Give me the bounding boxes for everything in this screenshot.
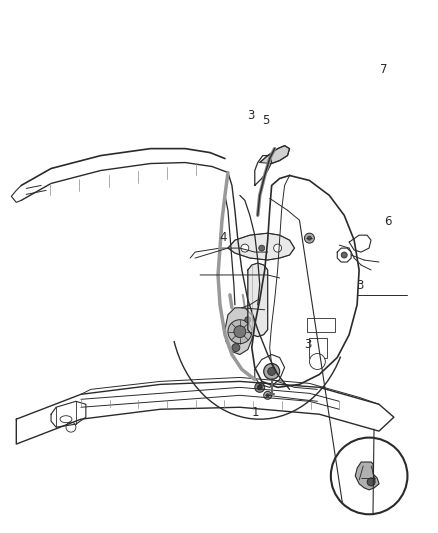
Polygon shape <box>248 263 268 337</box>
Circle shape <box>331 438 407 514</box>
Circle shape <box>307 236 311 240</box>
Circle shape <box>232 344 240 352</box>
Circle shape <box>341 252 347 258</box>
Text: 5: 5 <box>262 114 270 127</box>
Text: 1: 1 <box>252 406 259 419</box>
Text: 3: 3 <box>247 109 254 122</box>
Ellipse shape <box>60 416 72 423</box>
Circle shape <box>367 478 375 486</box>
Text: 4: 4 <box>219 231 226 244</box>
Circle shape <box>234 326 246 337</box>
Bar <box>307 318 335 332</box>
Circle shape <box>241 244 249 252</box>
Circle shape <box>268 367 276 375</box>
Polygon shape <box>228 233 294 260</box>
Circle shape <box>228 320 252 344</box>
Text: 7: 7 <box>380 63 388 76</box>
Polygon shape <box>260 146 290 164</box>
Polygon shape <box>225 308 255 354</box>
Bar <box>309 337 327 358</box>
Circle shape <box>304 233 314 243</box>
Text: 3: 3 <box>304 338 311 351</box>
Circle shape <box>274 244 282 252</box>
Circle shape <box>264 391 272 399</box>
Circle shape <box>257 385 262 390</box>
Circle shape <box>259 245 265 251</box>
Polygon shape <box>355 462 379 490</box>
Circle shape <box>266 394 269 397</box>
Circle shape <box>264 364 279 379</box>
Circle shape <box>255 382 265 392</box>
Circle shape <box>309 353 325 369</box>
Text: 6: 6 <box>385 215 392 228</box>
Circle shape <box>245 317 251 322</box>
Text: 3: 3 <box>356 279 364 292</box>
